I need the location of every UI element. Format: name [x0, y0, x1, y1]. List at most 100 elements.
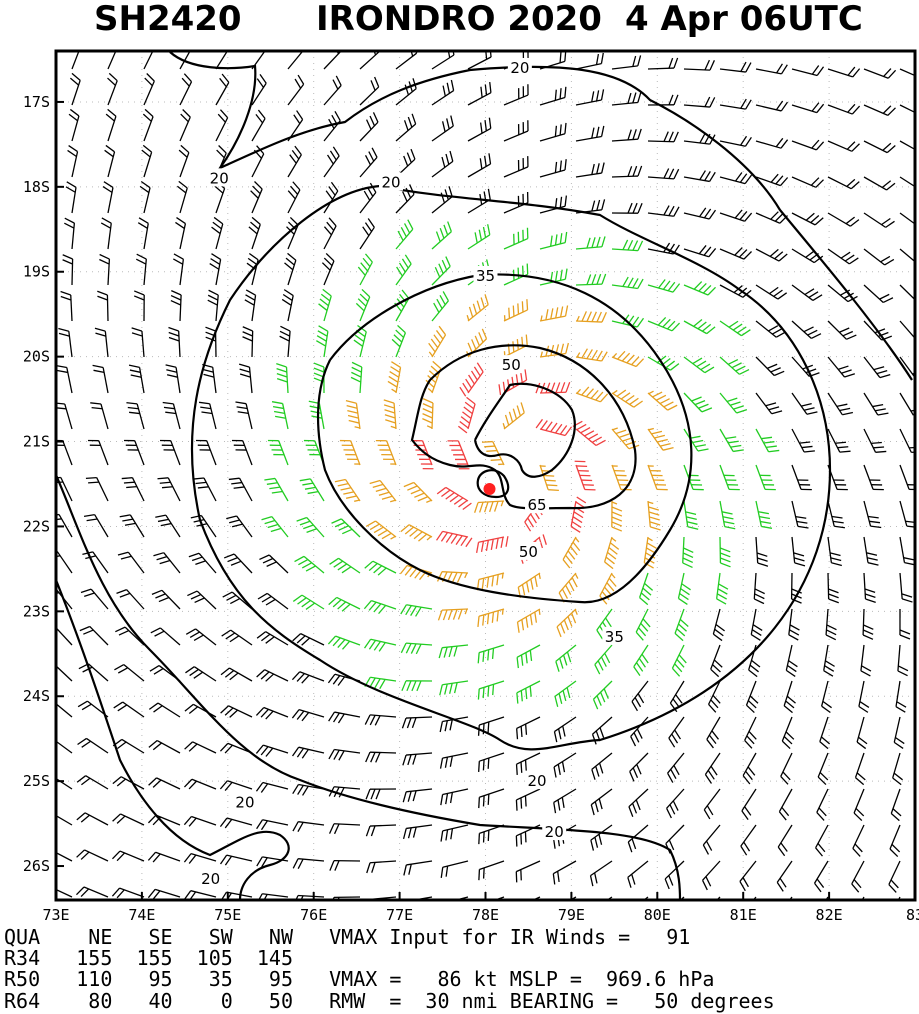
wind-barb: [112, 813, 145, 826]
wind-barb: [667, 752, 685, 783]
wind-barb: [575, 273, 607, 286]
wind-barb: [589, 860, 613, 887]
wind-barb: [502, 402, 525, 430]
wind-barb: [135, 253, 147, 286]
wind-barb: [899, 68, 915, 77]
wind-barb: [328, 596, 361, 612]
wind-barb: [251, 74, 267, 106]
contour-label-bg: [207, 168, 232, 187]
wind-barb: [97, 290, 109, 322]
wind-barb: [629, 752, 649, 782]
wind-barb: [467, 224, 491, 250]
wind-barb: [863, 392, 889, 416]
wind-barb: [755, 320, 786, 338]
wind-barb: [318, 288, 332, 322]
wind-barb: [178, 144, 190, 178]
wind-barb: [364, 560, 397, 576]
wind-barb: [755, 428, 780, 453]
wind-barb: [744, 716, 757, 749]
wind-barb: [575, 311, 607, 323]
wind-barb: [359, 147, 378, 178]
wind-barb: [647, 205, 680, 217]
wind-barb: [313, 362, 325, 394]
wind-barb: [481, 440, 505, 466]
wind-barb: [331, 518, 361, 538]
wind-barb: [719, 98, 752, 110]
wind-barb: [712, 608, 725, 642]
wind-barb: [755, 137, 789, 149]
wind-barb: [899, 140, 915, 151]
wind-barb: [123, 439, 145, 466]
storm-name: IRONDRO 2020: [316, 0, 602, 39]
wind-barb: [447, 440, 470, 470]
wind-barb: [111, 850, 145, 862]
wind-barb: [159, 439, 181, 466]
wind-barb: [704, 752, 721, 784]
contour-20kt-inner-ring: [190, 184, 832, 751]
wind-barb: [669, 680, 685, 713]
contour-label-bg: [379, 172, 404, 191]
wind-barb: [791, 102, 825, 114]
wind-barb: [556, 608, 578, 638]
wind-barb: [742, 752, 757, 785]
wind-barb: [895, 680, 907, 713]
contour-label-bg: [542, 822, 567, 841]
wind-barb: [183, 778, 217, 790]
wind-barb: [863, 104, 896, 116]
wind-barb: [255, 781, 289, 793]
wind-barb: [719, 172, 753, 185]
wind-barb: [267, 439, 289, 466]
wind-barb: [858, 680, 870, 713]
wind-barb: [284, 252, 297, 286]
wind-barb: [295, 894, 325, 900]
wind-barb: [516, 716, 541, 740]
wind-barb: [553, 788, 577, 814]
wind-barb: [647, 57, 679, 70]
wind-barb: [276, 363, 289, 394]
wind-barb: [778, 788, 793, 821]
wind-barb: [854, 752, 866, 786]
wind-barb: [701, 860, 721, 891]
wind-barb: [395, 113, 417, 142]
wind-barb: [402, 824, 433, 840]
wind-barb: [791, 176, 824, 188]
wind-barb: [740, 824, 757, 856]
wind-barb: [111, 887, 145, 899]
wind-barb: [647, 168, 680, 180]
storm-center-marker: [483, 482, 496, 495]
wind-barb: [248, 216, 261, 250]
wind-barb: [292, 858, 325, 870]
wind-barb: [821, 680, 832, 714]
wind-barb: [400, 642, 433, 655]
lat-tick-label: 24S: [23, 687, 50, 705]
wind-barb: [823, 644, 835, 677]
wind-barb: [594, 644, 613, 675]
wind-barb: [827, 248, 859, 265]
wind-barb: [719, 392, 748, 414]
wind-barb: [539, 305, 569, 322]
contour-20kt-north: [169, 51, 913, 381]
wind-barb: [56, 851, 73, 862]
wind-barb: [827, 428, 851, 453]
wind-barb: [235, 401, 253, 430]
wind-barb: [647, 390, 678, 411]
wind-barb: [827, 176, 860, 190]
contour-label-bg: [507, 57, 532, 76]
wind-barb: [80, 588, 109, 610]
lon-tick-label: 78E: [472, 906, 499, 924]
wind-barb: [591, 716, 613, 745]
wind-barb: [431, 221, 452, 250]
wind-barb: [503, 156, 529, 178]
wind-barb: [345, 400, 361, 430]
wind-barb: [590, 788, 613, 816]
wind-barb: [791, 284, 823, 302]
wind-barb: [466, 294, 489, 322]
wind-barb: [438, 644, 469, 659]
wind-barb: [453, 896, 469, 900]
wind-barb: [892, 752, 903, 786]
wind-barb: [431, 115, 454, 142]
wind-barb: [107, 51, 117, 70]
wind-barb: [631, 680, 649, 712]
wind-barb: [287, 145, 302, 178]
wind-barb: [781, 716, 795, 750]
